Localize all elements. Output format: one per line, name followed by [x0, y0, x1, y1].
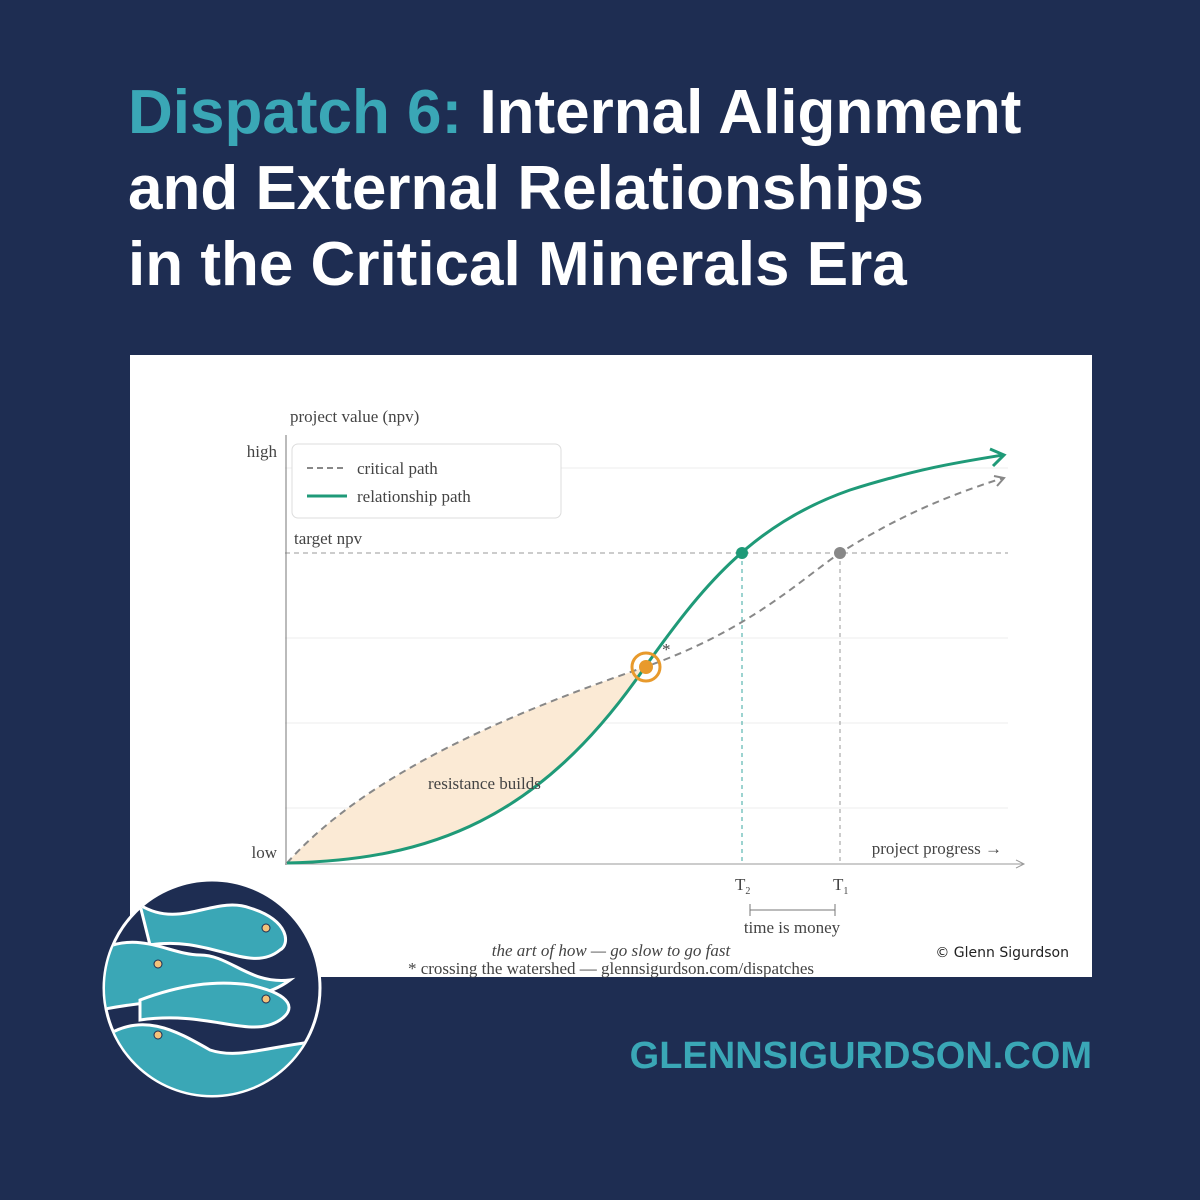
t2-sub: 2 [745, 886, 750, 897]
watershed-point [639, 660, 653, 674]
t1-point [834, 547, 846, 559]
critical-arrow [993, 475, 1006, 487]
t1-base: T [833, 875, 844, 894]
legend-label: relationship path [357, 487, 471, 506]
relationship-arrow [989, 447, 1007, 468]
watershed-marker: * [662, 640, 671, 659]
fish-eye [261, 923, 271, 933]
fish-eye [153, 959, 163, 969]
watershed-ring [630, 651, 662, 683]
fish [137, 901, 288, 960]
fish-eye [153, 1030, 163, 1040]
t1-sub: 1 [843, 886, 848, 897]
y-low-label: low [252, 843, 278, 862]
t2-point [736, 547, 748, 559]
x-axis-arrow [1015, 859, 1026, 869]
tagline: the art of how — go slow to go fast [492, 941, 732, 960]
interval-bracket [749, 904, 836, 916]
credit: © Glenn Sigurdson [935, 945, 1069, 961]
legend [291, 443, 562, 519]
area-label: resistance builds [428, 774, 541, 793]
legend-label: critical path [357, 459, 438, 478]
t1-label: T1 [833, 875, 848, 897]
chart-panel [130, 355, 1092, 977]
critical-path [286, 477, 1004, 864]
title-line: Dispatch 6: Internal Alignment [128, 78, 1021, 147]
target-label: target npv [294, 529, 363, 548]
title-line: and External Relationships [128, 154, 924, 223]
website: GLENNSIGURDSON.COM [630, 1035, 1092, 1077]
title-line: in the Critical Minerals Era [128, 230, 907, 299]
t2-base: T [735, 875, 746, 894]
x-axis-label: project progress → [872, 839, 1002, 858]
title-text: Internal Alignment [479, 78, 1021, 147]
footnote: * crossing the watershed — glennsigurdso… [408, 959, 814, 978]
resistance-area [287, 667, 645, 863]
fish-eye [261, 994, 271, 1004]
fish [138, 981, 291, 1029]
y-high-label: high [247, 442, 278, 461]
title-prefix: Dispatch 6: [128, 78, 462, 147]
interval-label: time is money [744, 918, 841, 937]
t2-label: T2 [735, 875, 750, 897]
relationship-path [286, 453, 1004, 865]
y-axis-label: project value (npv) [290, 407, 419, 426]
